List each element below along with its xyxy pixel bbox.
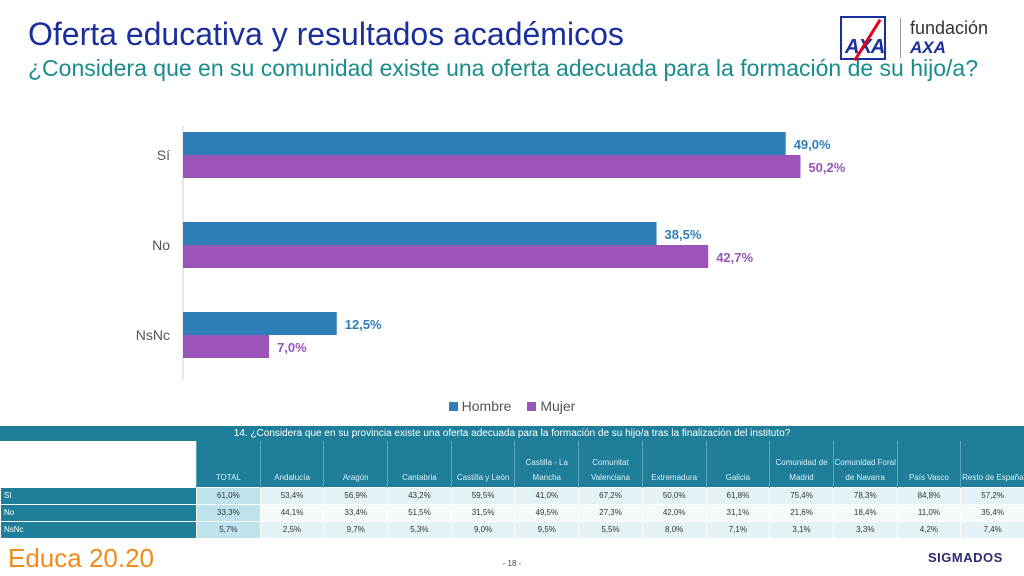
category-label: Sí	[157, 147, 170, 163]
table-cell: 33,4%	[323, 503, 389, 522]
table-cell: 59,5%	[450, 486, 516, 505]
results-table: 14. ¿Considera que en su provincia exist…	[0, 426, 1024, 539]
table-row-label: NsNc	[0, 520, 197, 539]
table-cell: 7,4%	[960, 520, 1024, 539]
bar-hombre	[183, 222, 657, 245]
table-cell-total: 5,7%	[196, 520, 261, 539]
bar-mujer	[183, 155, 801, 178]
page-title: Oferta educativa y resultados académicos	[28, 16, 624, 52]
axa-text: AXA	[910, 38, 946, 57]
table-cell: 44,1%	[259, 503, 325, 522]
table-cell: 57,2%	[960, 486, 1024, 505]
table-row: No 33,3% 44,1% 33,4% 51,5% 31,5% 49,5% 27,3% 42,…	[0, 503, 1024, 522]
table-title: 14. ¿Considera que en su provincia exist…	[0, 426, 1024, 441]
table-column-header: Aragón	[323, 441, 388, 487]
table-cell: 9,7%	[323, 520, 389, 539]
table-cell: 51,5%	[387, 503, 452, 522]
table-cell: 5,3%	[387, 520, 452, 539]
table-column-header: Castilla y León	[450, 441, 515, 487]
legend-label-hombre: Hombre	[461, 398, 512, 414]
table-cell-total: 61,0%	[196, 486, 261, 505]
table-cell-total: 33,3%	[196, 503, 261, 522]
table-cell: 31,5%	[450, 503, 516, 522]
table-cell: 21,6%	[769, 503, 834, 522]
data-label: 7,0%	[277, 340, 307, 355]
table-cell: 11,0%	[896, 503, 962, 522]
table-column-header: País Vasco	[896, 441, 961, 487]
table-column-header: TOTAL	[196, 441, 261, 487]
legend-item-mujer: Mujer	[527, 398, 575, 414]
educa-logo: Educa 20.20	[8, 543, 155, 573]
data-label: 42,7%	[716, 250, 753, 265]
table-cell: 9,0%	[450, 520, 516, 539]
table-column-header: Comunitat Valenciana	[578, 441, 643, 487]
legend-swatch-mujer	[527, 402, 537, 411]
table-header-row: TOTAL Andalucía Aragón Cantabria Castilla y …	[0, 441, 1024, 487]
axa-brand-text: AXA	[845, 36, 885, 59]
bar-mujer	[183, 335, 270, 358]
table-cell: 75,4%	[769, 486, 834, 505]
table-cell: 31,1%	[705, 503, 771, 522]
table-cell: 8,0%	[641, 520, 707, 539]
data-label: 38,5%	[665, 227, 702, 242]
survey-question: ¿Considera que en su comunidad existe un…	[28, 55, 978, 81]
table-cell: 41,0%	[514, 486, 580, 505]
category-label: NsNc	[136, 327, 170, 343]
table-cell: 4,2%	[896, 520, 962, 539]
table-column-header: Andalucía	[259, 441, 324, 487]
table-cell: 3,3%	[832, 520, 898, 539]
table-column-header: Extremadura	[641, 441, 706, 487]
table-cell: 9,5%	[514, 520, 580, 539]
fundacion-text: fundación	[910, 18, 989, 38]
table-cell: 84,8%	[896, 486, 962, 505]
data-table: TOTAL Andalucía Aragón Cantabria Castilla y …	[0, 441, 1024, 539]
legend-label-mujer: Mujer	[540, 398, 576, 414]
sigmados-logo: SIGMADOS	[928, 550, 1003, 565]
table-cell: 42,0%	[641, 503, 707, 522]
bar-chart: Sí 49,0% 50,2% No 38,5% 42,7% NsNc 12,5% 7,0%	[136, 126, 846, 380]
table-cell: 35,4%	[960, 503, 1024, 522]
bar-hombre	[183, 312, 337, 335]
table-cell: 2,5%	[259, 520, 325, 539]
data-label: 12,5%	[345, 317, 382, 332]
table-column-header: Comunidad de Madrid	[769, 441, 834, 487]
table-column-header: Comunidad Foral de Navarra	[832, 441, 898, 487]
table-cell: 53,4%	[259, 486, 325, 505]
fundacion-axa-logo: AXA fundación AXA	[838, 16, 1020, 62]
table-cell: 27,3%	[578, 503, 643, 522]
table-cell: 67,2%	[578, 486, 643, 505]
table-corner	[0, 441, 197, 487]
table-cell: 50,0%	[641, 486, 707, 505]
chart-legend: Hombre Mujer	[0, 398, 1024, 414]
table-cell: 3,1%	[769, 520, 834, 539]
table-cell: 56,9%	[323, 486, 389, 505]
table-row: NsNc 5,7% 2,5% 9,7% 5,3% 9,0% 9,5% 5,5% 8,0% 7,1%…	[0, 520, 1024, 539]
table-column-header: Galicia	[705, 441, 770, 487]
legend-item-hombre: Hombre	[448, 398, 512, 414]
table-cell: 43,2%	[387, 486, 452, 505]
legend-swatch-hombre	[448, 402, 458, 411]
table-row-label: Sí	[0, 486, 197, 505]
table-cell: 78,3%	[832, 486, 898, 505]
table-column-header: Resto de España	[960, 441, 1024, 487]
axa-logo-icon: AXA	[840, 16, 886, 62]
data-label: 50,2%	[808, 160, 845, 175]
table-body: Sí 61,0% 53,4% 56,9% 43,2% 59,5% 41,0% 67,2% 50,…	[0, 486, 1024, 539]
data-label: 49,0%	[794, 137, 831, 152]
table-column-header: Cantabria	[387, 441, 452, 487]
table-cell: 49,5%	[514, 503, 580, 522]
table-cell: 5,5%	[578, 520, 643, 539]
table-cell: 61,8%	[705, 486, 771, 505]
table-row-label: No	[0, 503, 197, 522]
table-cell: 18,4%	[832, 503, 898, 522]
table-column-header: Castilla - La Mancha	[514, 441, 579, 487]
table-row: Sí 61,0% 53,4% 56,9% 43,2% 59,5% 41,0% 67,2% 50,…	[0, 486, 1024, 505]
category-label: No	[152, 237, 170, 253]
table-cell: 7,1%	[705, 520, 771, 539]
bar-mujer	[183, 245, 709, 268]
bar-hombre	[183, 132, 786, 155]
page-number: - 18 -	[502, 559, 522, 568]
